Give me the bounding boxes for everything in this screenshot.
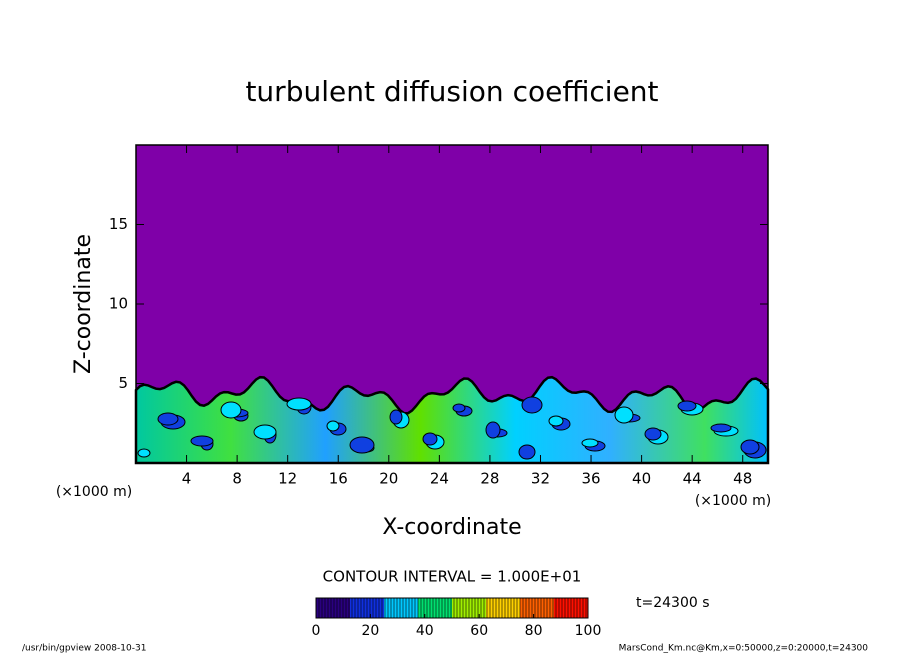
colorbar-segment [384,598,419,618]
y-tick-label: 15 [109,215,128,233]
y-tick-label: 10 [109,295,128,313]
colorbar-segment [316,598,351,618]
colorbar-tick-label: 80 [525,623,543,639]
colorbar-segment [486,598,521,618]
contour-eddy [644,427,662,441]
x-tick-label: 8 [232,470,242,488]
contour-eddy [677,400,697,412]
x-tick-label: 48 [733,470,752,488]
colorbar-segment [520,598,555,618]
contour-eddy [253,424,277,440]
x-tick-label: 4 [182,470,192,488]
x-unit-label: (×1000 m) [56,484,132,500]
contour-eddy [521,396,543,414]
contour-eddy [286,397,312,411]
x-tick-label: 24 [430,470,449,488]
contour-eddy [452,403,466,413]
contour-eddy [740,439,760,455]
contour-eddy [349,436,375,454]
footer-right: MarsCond_Km.nc@Km,x=0:50000,z=0:20000,t=… [619,644,869,654]
contour-eddy [326,420,340,432]
colorbar-tick-label: 100 [575,623,602,639]
x-tick-label: 12 [278,470,297,488]
y-axis-label: Z-coordinate [71,234,96,374]
chart-title: turbulent diffusion coefficient [245,75,658,108]
x-tick-label: 28 [480,470,499,488]
x-unit-label: (×1000 m) [695,493,771,509]
contour-eddy [518,444,536,460]
x-tick-label: 36 [581,470,600,488]
colorbar-frame [315,597,589,619]
contour-eddy [137,448,151,458]
contour-eddy [157,412,179,426]
contour-eddy [548,415,564,427]
contour-eddy [710,423,732,433]
contour-eddy [614,406,634,424]
x-axis-label: X-coordinate [382,515,521,540]
colorbar-segment [418,598,453,618]
colorbar-tick-label: 60 [470,623,488,639]
x-tick-label: 44 [683,470,702,488]
turbulent-layer [134,375,770,465]
colorbar-tick-label: 40 [416,623,434,639]
colorbar-tick-label: 0 [312,623,321,639]
contour-eddy [422,432,438,446]
x-tick-label: 40 [632,470,651,488]
footer-left: /usr/bin/gpview 2008-10-31 [22,644,146,654]
x-tick-label: 20 [379,470,398,488]
contour-interval: CONTOUR INTERVAL = 1.000E+01 [323,568,582,586]
contour-eddy [389,409,403,425]
x-tick-label: 32 [531,470,550,488]
y-tick-label: 5 [118,374,128,392]
x-tick-label: 16 [329,470,348,488]
time-label: t=24300 s [636,595,710,611]
contour-eddy [190,435,214,447]
contour-eddy [581,438,599,448]
contour-eddy [485,421,501,439]
contour-eddy [220,401,242,419]
colorbar-tick-label: 20 [361,623,379,639]
